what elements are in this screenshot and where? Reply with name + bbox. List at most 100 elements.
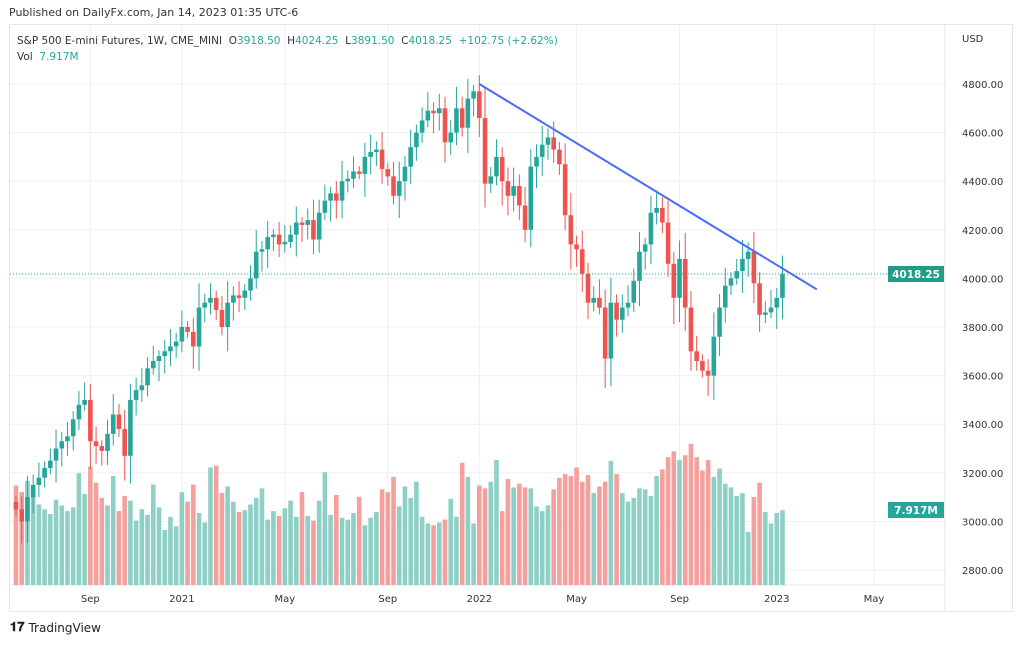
candle-body	[122, 429, 127, 456]
candle-body	[677, 258, 682, 298]
volume-bar	[276, 515, 282, 585]
x-tick-label: May	[566, 594, 587, 605]
candle-body	[728, 278, 734, 286]
candle-body	[391, 176, 396, 196]
volume-bar	[133, 520, 139, 585]
tv-logo-icon: 𝟏𝟕	[10, 620, 25, 635]
volume-bar	[717, 468, 722, 585]
candle-body	[671, 263, 677, 298]
volume-bar	[700, 470, 705, 585]
volume-bar	[76, 473, 82, 585]
candle-body	[660, 207, 665, 223]
candle-body	[700, 361, 705, 371]
candle-body	[522, 205, 528, 230]
candle-body	[591, 297, 597, 303]
volume-bar	[637, 488, 642, 585]
candle-body	[116, 414, 122, 430]
candle-body	[362, 156, 368, 174]
volume-bar	[648, 495, 654, 585]
volume-bar	[48, 513, 53, 585]
volume-bar	[145, 514, 150, 585]
candle-body	[637, 251, 642, 281]
candle-body	[13, 501, 19, 510]
symbol-name: S&P 500 E-mini Futures, 1W, CME_MINI	[17, 35, 223, 47]
volume-bar	[368, 517, 373, 585]
volume-bar	[505, 478, 511, 585]
candle-body	[345, 178, 351, 182]
volume-bar	[105, 505, 110, 585]
volume-bar	[334, 495, 339, 585]
candle-body	[682, 258, 688, 308]
volume-bar	[682, 455, 688, 585]
candle-body	[551, 137, 556, 150]
volume-bar	[305, 515, 311, 585]
candle-body	[654, 207, 659, 213]
candle-body	[745, 251, 751, 259]
candle-body	[25, 497, 30, 522]
candle-body	[156, 356, 162, 362]
volume-bar	[13, 485, 19, 585]
volume-bar	[282, 508, 288, 585]
y-tick-label: 4600.00	[962, 129, 1003, 140]
published-note: Published on DailyFx.com, Jan 14, 2023 0…	[9, 6, 299, 19]
candle-body	[59, 441, 65, 449]
volume-bar	[528, 488, 534, 585]
candle-body	[688, 307, 694, 352]
volume-bar	[677, 459, 682, 585]
candle-body	[396, 181, 402, 196]
y-tick-label: 4400.00	[962, 177, 1003, 188]
volume-bar	[311, 520, 316, 585]
candle-body	[648, 212, 654, 245]
currency-label: USD	[962, 34, 984, 45]
candle-body	[717, 307, 722, 337]
volume-bar	[93, 482, 99, 585]
y-tick-label: 3400.00	[962, 420, 1003, 431]
chart-legend: S&P 500 E-mini Futures, 1W, CME_MINI O39…	[17, 33, 558, 65]
last-price-label: 4018.25	[892, 269, 940, 281]
candle-body	[579, 249, 585, 274]
candle-body	[408, 147, 413, 167]
candle-body	[128, 399, 133, 456]
tradingview-logo[interactable]: 𝟏𝟕 TradingView	[10, 620, 101, 635]
candle-body	[374, 149, 379, 153]
candle-body	[597, 297, 602, 308]
volume-bar	[374, 512, 379, 585]
candle-body	[356, 171, 362, 174]
volume-bar	[150, 484, 156, 585]
y-tick-label: 3200.00	[962, 469, 1003, 480]
volume-bar	[339, 517, 345, 585]
volume-bar	[59, 505, 65, 585]
volume-bar	[42, 509, 47, 585]
candle-body	[191, 331, 196, 347]
volume-bar	[568, 476, 574, 585]
volume-bar	[242, 510, 248, 585]
volume-bar	[608, 460, 614, 585]
volume-bar	[688, 443, 694, 585]
volume-bar	[585, 475, 591, 585]
volume-bar	[545, 505, 551, 585]
volume-bar	[436, 522, 442, 585]
low-label: L	[345, 35, 352, 47]
volume-bar	[236, 512, 242, 585]
volume-bar	[362, 525, 368, 585]
candle-body	[694, 351, 699, 362]
volume-bar	[128, 500, 133, 585]
y-tick-label: 4000.00	[962, 274, 1003, 285]
y-tick-label: 3000.00	[962, 517, 1003, 528]
candle-body	[293, 222, 299, 235]
candle-body	[379, 149, 385, 170]
candle-body	[620, 307, 625, 320]
brand-name: TradingView	[28, 620, 101, 635]
volume-bar	[53, 499, 59, 585]
volume-bar	[391, 477, 396, 585]
candle-body	[351, 171, 356, 179]
candle-body	[471, 91, 476, 99]
volume-bar	[396, 506, 402, 585]
candle-body	[774, 297, 780, 308]
chart-frame[interactable]	[9, 24, 1013, 612]
candle-body	[465, 98, 471, 128]
volume-bar	[196, 513, 202, 585]
candle-body	[276, 234, 282, 245]
high-value: 4024.25	[295, 35, 339, 47]
